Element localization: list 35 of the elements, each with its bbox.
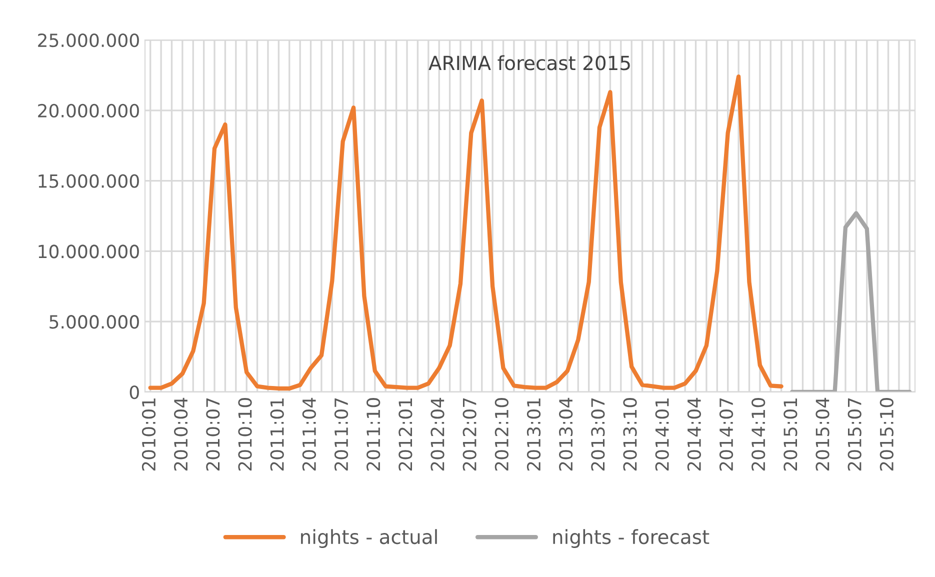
x-tick-label: 2014:01 [655, 398, 669, 471]
x-tick-label: 2015:07 [848, 398, 862, 471]
x-tick-label: 2013:10 [623, 398, 637, 471]
y-tick-label: 0 [130, 385, 139, 400]
x-tick-label: 2015:04 [816, 398, 830, 471]
x-tick-label: 2010:10 [238, 398, 252, 471]
x-tick-label: 2014:10 [752, 398, 766, 471]
y-tick-label: 20.000.000 [38, 104, 139, 118]
x-tick-label: 2012:07 [462, 398, 476, 471]
x-tick-label: 2011:01 [270, 398, 284, 471]
legend-label: nights - forecast [553, 529, 710, 548]
x-tick-label: 2014:07 [719, 398, 734, 471]
line-series [790, 211, 912, 392]
x-tick-label: 2011:04 [302, 398, 316, 471]
x-tick-label: 2010:07 [206, 398, 220, 471]
x-tick-label: 2015:10 [880, 398, 894, 471]
x-tick-label: 2011:07 [334, 398, 348, 471]
y-tick-label: 5.000.000 [50, 315, 139, 329]
x-tick-label: 2014:04 [687, 398, 702, 471]
x-tick-label: 2010:04 [174, 398, 188, 471]
legend-label: nights - actual [301, 529, 437, 548]
x-tick-label: 2012:10 [494, 398, 509, 471]
annotation: ARIMA forecast 2015 [428, 55, 630, 70]
y-tick-label: 25.000.000 [38, 33, 139, 48]
y-tick-label: 15.000.000 [38, 174, 139, 188]
x-tick-label: 2015:01 [784, 398, 798, 471]
x-tick-label: 2011:10 [366, 398, 380, 471]
x-tick-label: 2013:07 [591, 398, 605, 471]
x-tick-label: 2013:01 [526, 398, 541, 471]
x-tick-label: 2010:01 [142, 398, 156, 471]
x-tick-label: 2013:04 [559, 398, 573, 471]
line-series [148, 74, 784, 391]
x-tick-label: 2012:01 [398, 398, 412, 471]
x-tick-label: 2012:04 [430, 398, 444, 471]
y-tick-label: 10.000.000 [38, 244, 139, 258]
